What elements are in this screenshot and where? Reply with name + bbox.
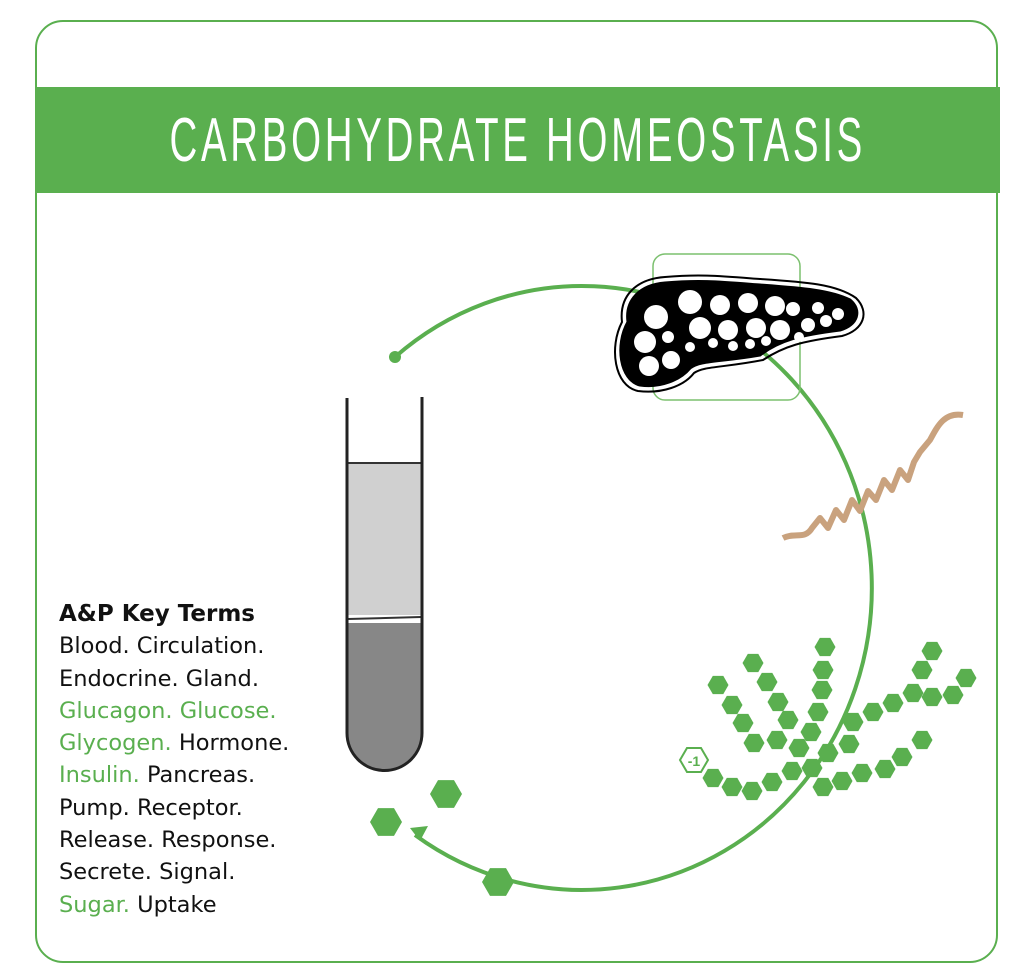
- key-term: Release.: [59, 827, 155, 854]
- card-border: [35, 20, 998, 963]
- glucose-unit-icon: [743, 733, 765, 753]
- key-terms: A&P Key Terms Blood. Circulation. Endocri…: [59, 598, 289, 921]
- title-banner: CARBOHYDRATE HOMEOSTASIS: [35, 87, 1000, 193]
- key-terms-heading: A&P Key Terms: [59, 601, 255, 627]
- glucose-unit-icon: [812, 777, 834, 797]
- key-term: Endocrine.: [59, 665, 179, 692]
- glucose-unit-icon: [851, 763, 873, 783]
- glucose-unit-icon: [921, 687, 943, 707]
- glucose-unit-icon: [702, 768, 724, 788]
- key-term: Pancreas.: [139, 762, 256, 789]
- key-term: Gland.: [178, 665, 259, 692]
- glucose-molecules: [370, 780, 514, 896]
- glucose-unit-icon: [902, 683, 924, 703]
- glucose-unit-icon: [921, 641, 943, 661]
- glucose-unit-icon: [911, 660, 933, 680]
- key-term: Pump.: [59, 794, 130, 821]
- glucose-unit-icon: [801, 758, 823, 778]
- glucose-unit-icon: [812, 660, 834, 680]
- glucose-unit-icon: [788, 738, 810, 758]
- glucose-unit-icon: [707, 675, 729, 695]
- glucose-unit-icon: [882, 693, 904, 713]
- glycogen-end-label: -1: [688, 753, 701, 769]
- glucose-unit-icon: [891, 747, 913, 767]
- key-term-line: Glycogen. Hormone.: [59, 727, 289, 759]
- glucose-unit-icon: [742, 653, 764, 673]
- key-term: Glucagon.: [59, 697, 173, 724]
- glucose-unit-icon: [761, 772, 783, 792]
- key-term: Insulin.: [59, 762, 140, 789]
- glucose-unit-icon: [721, 695, 743, 715]
- glucose-unit-icon: [732, 713, 754, 733]
- glucose-hexagon-icon: [370, 808, 402, 836]
- key-term: Sugar.: [59, 891, 130, 918]
- key-term-line: Blood. Circulation.: [59, 630, 289, 662]
- glycogen-chain-icon: [702, 637, 977, 801]
- glucose-unit-icon: [811, 680, 833, 700]
- glucose-unit-icon: [741, 781, 763, 801]
- key-term: Response.: [154, 827, 277, 854]
- key-term: Circulation.: [129, 633, 265, 660]
- arrowhead-icon: [410, 826, 428, 841]
- pancreas-icon: [614, 253, 865, 401]
- key-term: Signal.: [151, 859, 236, 886]
- key-term-line: Secrete. Signal.: [59, 856, 289, 888]
- key-term: Receptor.: [129, 794, 243, 821]
- glucose-unit-icon: [817, 743, 839, 763]
- glucose-unit-icon: [942, 685, 964, 705]
- glucose-unit-icon: [807, 702, 829, 722]
- test-tube-icon: [345, 397, 424, 772]
- glucose-unit-icon: [831, 771, 853, 791]
- key-term: Uptake: [129, 891, 217, 918]
- cycle-arrow: [393, 284, 874, 892]
- glucose-unit-icon: [781, 761, 803, 781]
- glucose-unit-icon: [767, 692, 789, 712]
- key-term-line: Sugar. Uptake: [59, 889, 289, 921]
- glucose-hexagon-icon: [430, 780, 462, 808]
- glucose-unit-icon: [874, 759, 896, 779]
- key-term-line: Endocrine. Gland.: [59, 663, 289, 695]
- key-term-line: Pump. Receptor.: [59, 792, 289, 824]
- key-term: Glucose.: [172, 697, 277, 724]
- key-term-line: Glucagon. Glucose.: [59, 695, 289, 727]
- glucose-unit-icon: [814, 637, 836, 657]
- glucose-hexagon-icon: [482, 868, 514, 896]
- glucose-unit-icon: [838, 734, 860, 754]
- key-term: Blood.: [59, 633, 130, 660]
- glycogen-end-marker: -1: [678, 747, 710, 773]
- key-term: Glycogen.: [59, 730, 172, 757]
- page-title: CARBOHYDRATE HOMEOSTASIS: [169, 105, 866, 175]
- glucose-unit-icon: [862, 702, 884, 722]
- insulin-helix-icon: [781, 411, 964, 541]
- key-term: Secrete.: [59, 859, 152, 886]
- glucose-unit-icon: [842, 712, 864, 732]
- glucose-unit-icon: [800, 722, 822, 742]
- glucose-unit-icon: [756, 672, 778, 692]
- glucose-unit-icon: [955, 668, 977, 688]
- key-term: Hormone.: [171, 730, 290, 757]
- glucose-unit-icon: [766, 730, 788, 750]
- glucose-unit-icon: [777, 710, 799, 730]
- glucose-unit-icon: [721, 777, 743, 797]
- glucose-unit-icon: [911, 730, 933, 750]
- key-term-line: Insulin. Pancreas.: [59, 759, 289, 791]
- cycle-start-dot: [389, 351, 401, 363]
- key-term-line: Release. Response.: [59, 824, 289, 856]
